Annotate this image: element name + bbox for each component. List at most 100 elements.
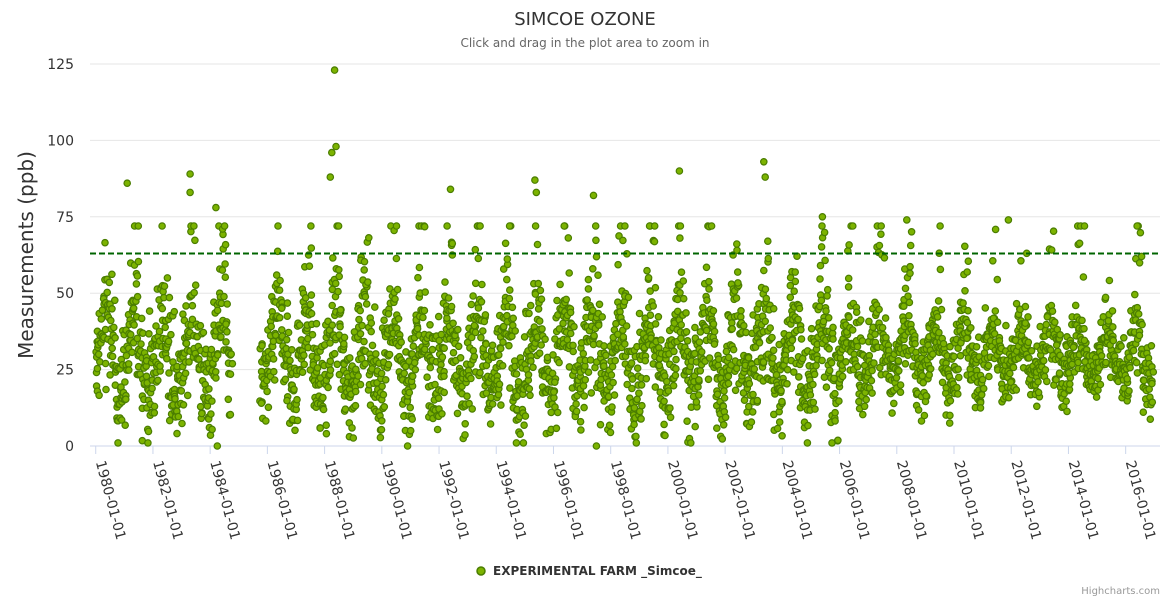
data-point[interactable] [506, 384, 514, 392]
data-point[interactable] [505, 294, 514, 303]
data-point[interactable] [694, 376, 703, 384]
data-point[interactable] [468, 405, 477, 413]
data-point[interactable] [946, 342, 954, 351]
data-point[interactable] [529, 363, 537, 372]
data-point[interactable] [358, 321, 366, 330]
data-point[interactable] [227, 350, 236, 358]
data-point[interactable] [1117, 342, 1125, 351]
data-point[interactable] [277, 326, 286, 334]
data-point[interactable] [1047, 246, 1056, 254]
data-point[interactable] [512, 439, 521, 447]
data-point[interactable] [326, 339, 334, 347]
data-point[interactable] [651, 320, 660, 328]
data-point[interactable] [875, 305, 883, 314]
data-point[interactable] [379, 390, 388, 399]
data-point[interactable] [549, 388, 558, 396]
data-point[interactable] [664, 387, 673, 395]
data-point[interactable] [993, 318, 1002, 327]
data-point[interactable] [108, 352, 117, 361]
data-point[interactable] [825, 366, 834, 375]
data-point[interactable] [686, 439, 695, 447]
data-point[interactable] [611, 356, 620, 365]
data-point[interactable] [789, 368, 798, 376]
data-point[interactable] [806, 391, 815, 399]
data-point[interactable] [160, 282, 169, 291]
data-point[interactable] [1049, 227, 1058, 236]
data-point[interactable] [505, 286, 514, 294]
data-point-notable[interactable] [446, 185, 455, 194]
data-point[interactable] [772, 371, 781, 379]
data-point[interactable] [1080, 324, 1088, 333]
data-point[interactable] [476, 368, 484, 377]
data-point[interactable] [643, 266, 651, 275]
data-point[interactable] [972, 342, 981, 351]
data-point[interactable] [963, 334, 971, 343]
data-point[interactable] [966, 323, 975, 332]
data-point[interactable] [963, 268, 972, 276]
data-point[interactable] [877, 222, 886, 230]
data-point[interactable] [853, 362, 862, 371]
data-point[interactable] [97, 315, 106, 323]
data-point[interactable] [207, 410, 215, 418]
data-point[interactable] [183, 391, 192, 400]
data-point-notable[interactable] [761, 173, 770, 181]
data-point[interactable] [732, 294, 741, 302]
data-point[interactable] [384, 309, 393, 318]
data-point[interactable] [313, 364, 322, 372]
data-point-notable[interactable] [675, 167, 684, 175]
data-point[interactable] [705, 277, 713, 286]
data-point[interactable] [1042, 320, 1051, 329]
data-point[interactable] [867, 376, 876, 385]
data-point[interactable] [572, 407, 581, 416]
data-point[interactable] [448, 239, 457, 248]
data-point[interactable] [845, 241, 853, 249]
data-point[interactable] [148, 384, 156, 393]
data-point[interactable] [420, 222, 429, 231]
data-point[interactable] [174, 412, 183, 421]
data-point[interactable] [550, 378, 559, 387]
data-point[interactable] [936, 222, 944, 230]
data-point-notable[interactable] [327, 148, 336, 157]
data-point[interactable] [474, 254, 483, 263]
data-point[interactable] [961, 286, 969, 295]
data-point[interactable] [144, 439, 152, 447]
data-point[interactable] [853, 342, 862, 351]
data-point[interactable] [228, 359, 237, 368]
data-point[interactable] [691, 323, 699, 332]
data-point[interactable] [421, 288, 430, 296]
data-point[interactable] [1025, 354, 1033, 362]
data-point[interactable] [411, 365, 420, 374]
data-point[interactable] [1078, 316, 1086, 325]
data-point[interactable] [349, 434, 358, 442]
data-point[interactable] [945, 419, 954, 427]
data-point[interactable] [1079, 273, 1088, 281]
data-point[interactable] [778, 431, 786, 440]
data-point-notable[interactable] [212, 203, 220, 212]
data-point-notable[interactable] [213, 442, 222, 450]
data-point[interactable] [650, 222, 659, 230]
data-point[interactable] [606, 428, 615, 437]
data-point[interactable] [434, 312, 443, 321]
data-point[interactable] [868, 366, 876, 375]
data-point[interactable] [556, 280, 564, 289]
data-point[interactable] [367, 327, 376, 336]
data-point[interactable] [777, 386, 785, 395]
data-point[interactable] [1101, 293, 1110, 302]
data-point[interactable] [763, 237, 772, 246]
data-point[interactable] [524, 370, 533, 379]
data-point[interactable] [360, 337, 368, 346]
data-point[interactable] [377, 425, 386, 434]
data-point[interactable] [1039, 356, 1048, 365]
data-point[interactable] [906, 269, 914, 278]
data-point[interactable] [818, 356, 826, 365]
data-point[interactable] [580, 403, 588, 412]
data-point[interactable] [769, 354, 777, 362]
data-point[interactable] [621, 222, 629, 230]
data-point[interactable] [871, 330, 879, 339]
data-point[interactable] [537, 295, 546, 304]
data-point[interactable] [1104, 317, 1113, 325]
data-point-notable[interactable] [759, 158, 768, 166]
data-point[interactable] [158, 222, 166, 230]
data-point[interactable] [1062, 397, 1071, 406]
data-point[interactable] [755, 338, 764, 347]
